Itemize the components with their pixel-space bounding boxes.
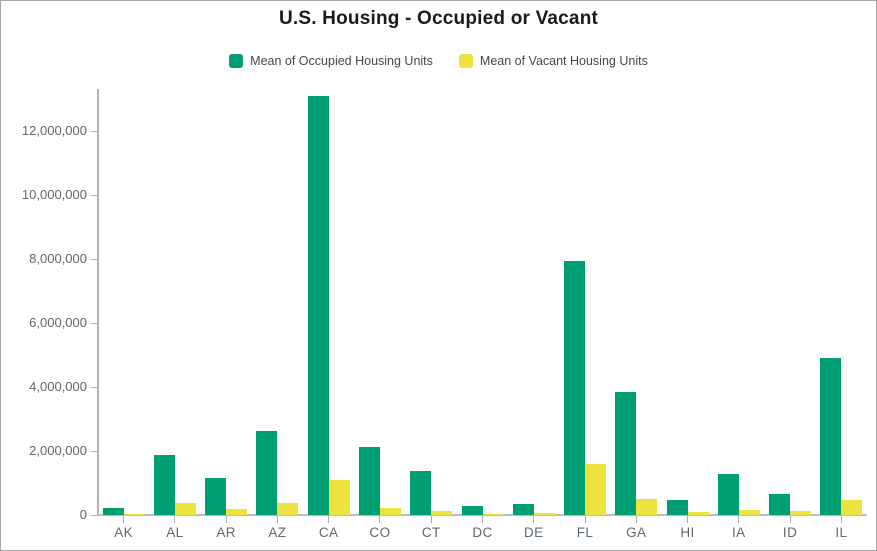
y-axis-label: 8,000,000: [29, 251, 87, 266]
bar-vacant-GA[interactable]: [636, 499, 658, 515]
bar-occupied-DC[interactable]: [461, 506, 483, 515]
bar-occupied-CO[interactable]: [358, 447, 380, 515]
bar-vacant-AK[interactable]: [123, 514, 145, 515]
vacant-swatch-icon: [458, 54, 473, 68]
x-axis-label-FL: FL: [576, 525, 594, 540]
y-axis-tick: [91, 386, 98, 388]
bar-vacant-CO[interactable]: [379, 508, 401, 515]
legend-label-occupied: Mean of Occupied Housing Units: [250, 54, 433, 68]
x-axis-tick: [635, 516, 637, 523]
x-axis-tick: [276, 516, 278, 523]
y-axis-tick: [91, 130, 98, 132]
x-axis-label-AZ: AZ: [268, 525, 287, 540]
bar-vacant-DC[interactable]: [482, 514, 504, 515]
bar-occupied-AR[interactable]: [205, 478, 227, 515]
x-axis-tick: [379, 516, 381, 523]
bar-occupied-HI[interactable]: [666, 500, 688, 515]
x-axis-label-HI: HI: [680, 525, 695, 540]
y-axis-label: 0: [79, 507, 87, 522]
x-axis-tick: [687, 516, 689, 523]
x-axis-tick: [225, 516, 227, 523]
bar-occupied-CA[interactable]: [307, 96, 329, 515]
y-axis-line: [97, 89, 99, 516]
x-axis-tick: [328, 516, 330, 523]
x-axis-label-CA: CA: [318, 525, 339, 540]
y-axis-label: 12,000,000: [21, 123, 87, 138]
bar-vacant-AZ[interactable]: [277, 503, 299, 515]
bar-vacant-DE[interactable]: [533, 513, 555, 515]
x-axis-label-IL: IL: [835, 525, 848, 540]
bar-vacant-CT[interactable]: [431, 511, 453, 515]
x-axis-label-ID: ID: [782, 525, 798, 540]
bar-vacant-IL[interactable]: [841, 500, 863, 515]
bar-vacant-AL[interactable]: [174, 503, 196, 515]
x-axis-tick: [174, 516, 176, 523]
x-axis-tick: [584, 516, 586, 523]
y-axis-label: 6,000,000: [29, 315, 87, 330]
x-axis-tick: [533, 516, 535, 523]
bar-vacant-ID[interactable]: [790, 511, 812, 515]
bar-vacant-IA[interactable]: [738, 510, 760, 515]
x-axis-label-CT: CT: [421, 525, 441, 540]
y-axis-tick: [91, 322, 98, 324]
bar-occupied-AK[interactable]: [102, 508, 124, 515]
bar-vacant-CA[interactable]: [328, 480, 350, 515]
x-axis-line: [97, 514, 867, 516]
chart-title: U.S. Housing - Occupied or Vacant: [278, 8, 599, 29]
bar-occupied-ID[interactable]: [769, 494, 791, 515]
y-axis-tick: [91, 194, 98, 196]
x-axis-label-GA: GA: [626, 525, 647, 540]
y-axis-tick: [91, 450, 98, 452]
y-axis-label: 10,000,000: [21, 187, 87, 202]
legend: Mean of Occupied Housing Units Mean of V…: [1, 54, 876, 68]
legend-item-vacant[interactable]: Mean of Vacant Housing Units: [458, 54, 648, 68]
x-axis-tick: [482, 516, 483, 523]
y-axis-tick: [91, 258, 98, 260]
bar-occupied-DE[interactable]: [512, 504, 534, 515]
bar-occupied-AL[interactable]: [153, 455, 175, 515]
occupied-swatch-icon: [229, 54, 244, 68]
y-axis-label: 4,000,000: [29, 379, 87, 394]
y-axis-label: 2,000,000: [29, 443, 87, 458]
x-axis-label-AL: AL: [166, 525, 184, 540]
x-axis-tick: [430, 516, 432, 523]
x-axis-label-DC: DC: [472, 525, 493, 540]
legend-item-occupied[interactable]: Mean of Occupied Housing Units: [229, 54, 433, 68]
bar-occupied-AZ[interactable]: [256, 431, 278, 515]
plot-area: [98, 89, 867, 515]
bar-vacant-AR[interactable]: [226, 509, 248, 515]
bar-occupied-IA[interactable]: [717, 474, 739, 515]
x-axis-tick: [840, 516, 842, 523]
bar-occupied-FL[interactable]: [564, 261, 586, 515]
bar-vacant-HI[interactable]: [687, 512, 709, 515]
x-axis-label-IA: IA: [732, 525, 746, 540]
bar-occupied-CT[interactable]: [410, 471, 432, 515]
bar-occupied-GA[interactable]: [615, 392, 637, 515]
y-axis-tick: [91, 514, 98, 516]
x-axis-tick: [789, 516, 791, 523]
bar-vacant-FL[interactable]: [585, 464, 607, 515]
x-axis-label-CO: CO: [369, 525, 391, 540]
bar-occupied-IL[interactable]: [820, 358, 842, 515]
legend-label-vacant: Mean of Vacant Housing Units: [479, 54, 648, 68]
x-axis-label-AR: AR: [216, 525, 236, 540]
x-axis-tick: [738, 516, 740, 523]
x-axis-label-AK: AK: [114, 525, 134, 540]
x-axis-tick: [123, 516, 125, 523]
x-axis-label-DE: DE: [523, 525, 544, 540]
